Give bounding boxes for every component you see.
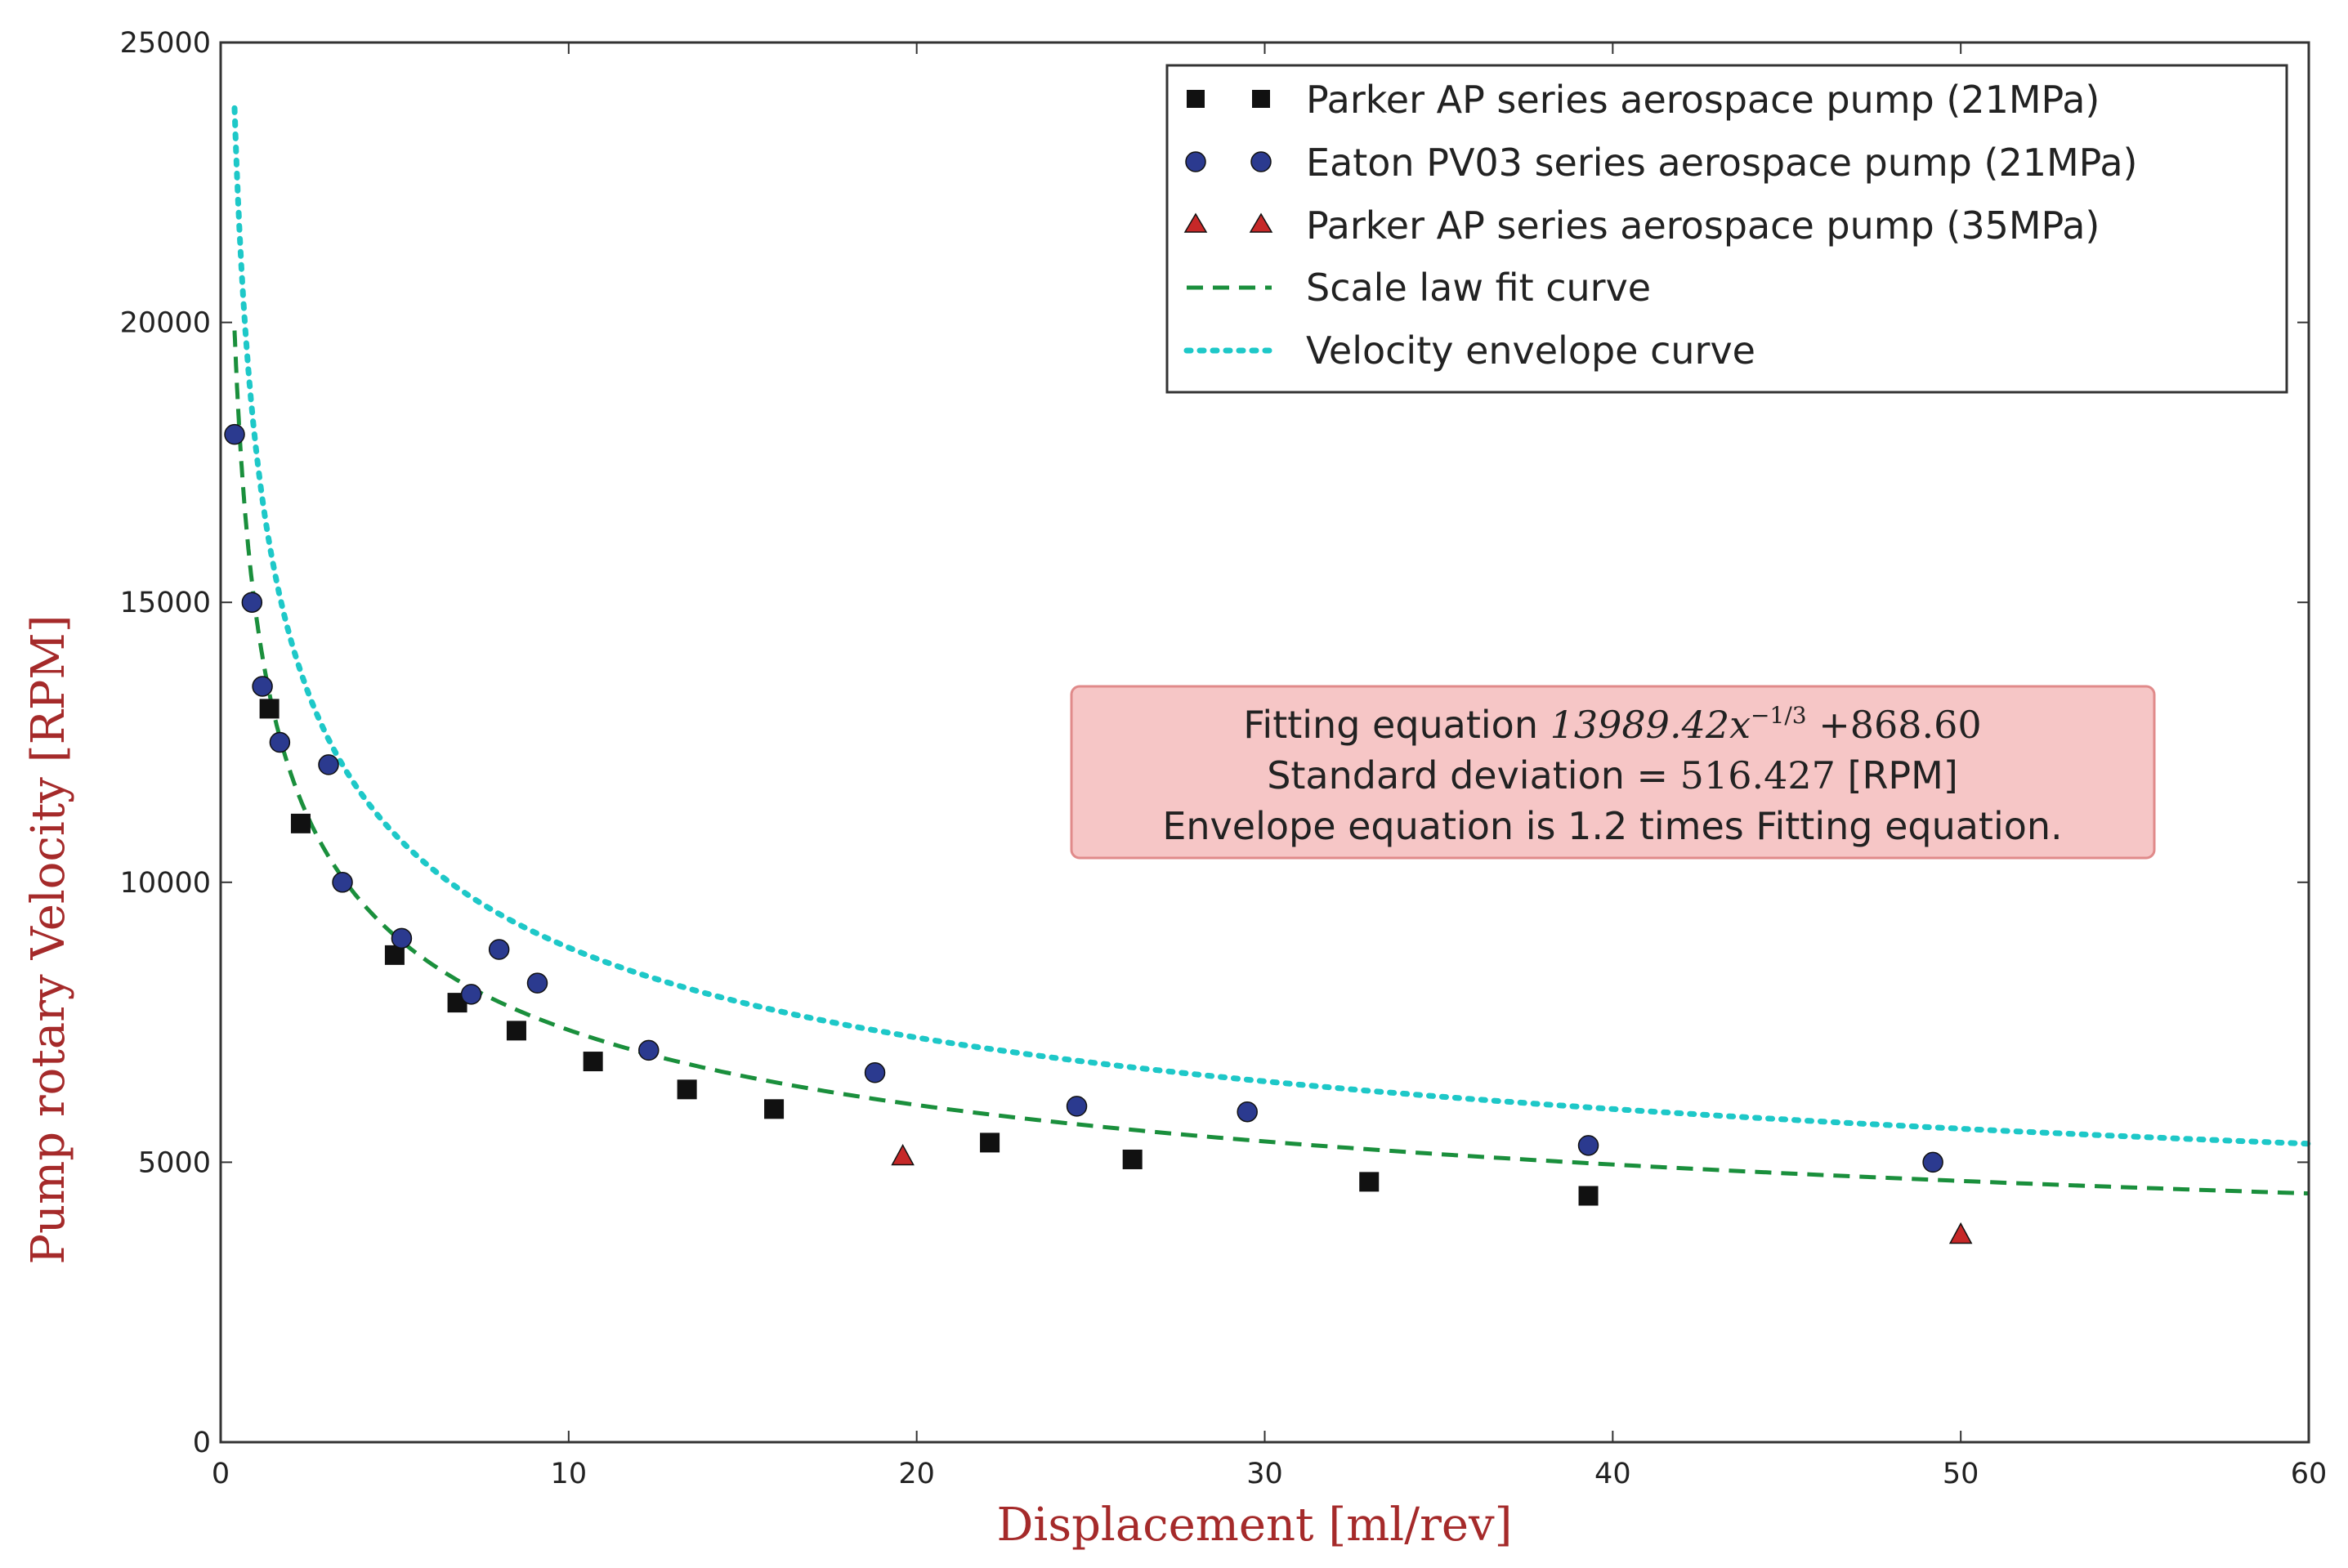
legend-label: Velocity envelope curve xyxy=(1306,328,1755,373)
markers-layer xyxy=(224,423,1973,1244)
data-point-circle xyxy=(269,731,291,753)
data-point-circle xyxy=(318,754,339,775)
data-point-circle xyxy=(391,927,413,949)
legend-entry-fit-curve: Scale law fit curve xyxy=(1187,266,1651,310)
x-axis-label: Displacement [ml/rev] xyxy=(997,1499,1513,1552)
legend-circle-marker xyxy=(1185,151,1206,172)
data-point-square xyxy=(506,1021,526,1041)
y-tick-label: 20000 xyxy=(120,307,211,340)
y-tick-label: 10000 xyxy=(120,867,211,900)
legend-square-marker xyxy=(1187,90,1205,108)
fit-annotation: Fitting equation 13989.42x−1/3 +868.60 S… xyxy=(1070,685,2156,860)
data-point-circle xyxy=(526,972,548,994)
legend-frame xyxy=(1165,64,2288,394)
data-point-circle xyxy=(1237,1101,1258,1123)
annotation-line-3: Envelope equation is 1.2 times Fitting e… xyxy=(1162,804,2062,848)
y-tick-label: 15000 xyxy=(120,587,211,619)
data-point-circle xyxy=(332,872,353,893)
y-tick-label: 25000 xyxy=(120,27,211,60)
y-tick-label: 5000 xyxy=(138,1146,211,1179)
data-point-circle xyxy=(224,423,245,445)
data-point-circle xyxy=(241,592,263,613)
data-point-square xyxy=(677,1079,697,1100)
data-point-triangle xyxy=(891,1143,915,1166)
x-tick-label: 50 xyxy=(1943,1458,1979,1490)
legend-label: Parker AP series aerospace pump (21MPa) xyxy=(1306,78,2100,122)
data-point-square xyxy=(583,1052,603,1072)
x-tick-label: 20 xyxy=(898,1458,935,1490)
data-point-triangle xyxy=(1948,1222,1973,1244)
data-point-square xyxy=(1359,1172,1380,1192)
data-point-circle xyxy=(638,1039,660,1061)
data-point-circle xyxy=(460,984,482,1005)
legend-square-marker xyxy=(1252,90,1270,108)
legend: Parker AP series aerospace pump (21MPa) … xyxy=(1165,64,2288,394)
legend-entry-parker-35: Parker AP series aerospace pump (35MPa) xyxy=(1183,203,2100,248)
data-point-circle xyxy=(1577,1135,1599,1156)
data-point-circle xyxy=(488,939,510,960)
x-tick-label: 60 xyxy=(2291,1458,2328,1490)
data-point-circle xyxy=(252,676,273,697)
annotation-line-2: Standard deviation = 516.427 [RPM] xyxy=(1267,753,1958,797)
legend-label: Parker AP series aerospace pump (35MPa) xyxy=(1306,203,2100,248)
axes-layer: 0 10 20 30 40 50 60 0 5000 10000 15000 20000 25000 xyxy=(120,27,2328,1490)
data-point-square xyxy=(764,1099,785,1119)
legend-entry-envelope-curve: Velocity envelope curve xyxy=(1183,328,1755,373)
data-point-square xyxy=(290,813,311,833)
legend-circle-marker xyxy=(1250,151,1272,172)
legend-triangle-marker xyxy=(1183,212,1208,233)
data-point-circle xyxy=(1922,1151,1943,1173)
data-point-square xyxy=(1578,1186,1599,1206)
legend-entry-eaton-21: Eaton PV03 series aerospace pump (21MPa) xyxy=(1185,141,2137,185)
y-axis-label: Pump rotary Velocity [RPM] xyxy=(22,614,75,1264)
fit-curve xyxy=(232,330,2310,1196)
x-tick-label: 30 xyxy=(1246,1458,1283,1490)
x-tick-label: 40 xyxy=(1594,1458,1631,1490)
x-tick-label: 0 xyxy=(212,1458,230,1490)
legend-label: Scale law fit curve xyxy=(1306,266,1651,310)
x-tick-label: 10 xyxy=(551,1458,588,1490)
curves-layer xyxy=(231,105,2312,1196)
y-tick-label: 0 xyxy=(193,1427,211,1459)
data-point-circle xyxy=(1066,1096,1088,1117)
data-point-square xyxy=(980,1132,1000,1153)
annotation-box xyxy=(1070,685,2156,860)
legend-entry-parker-21: Parker AP series aerospace pump (21MPa) xyxy=(1187,78,2100,122)
legend-triangle-marker xyxy=(1249,212,1273,233)
data-point-square xyxy=(259,699,280,719)
data-point-circle xyxy=(864,1062,886,1083)
annotation-line-1: Fitting equation 13989.42x−1/3 +868.60 xyxy=(1243,702,1981,747)
data-point-square xyxy=(1122,1149,1143,1169)
legend-label: Eaton PV03 series aerospace pump (21MPa) xyxy=(1306,141,2137,185)
